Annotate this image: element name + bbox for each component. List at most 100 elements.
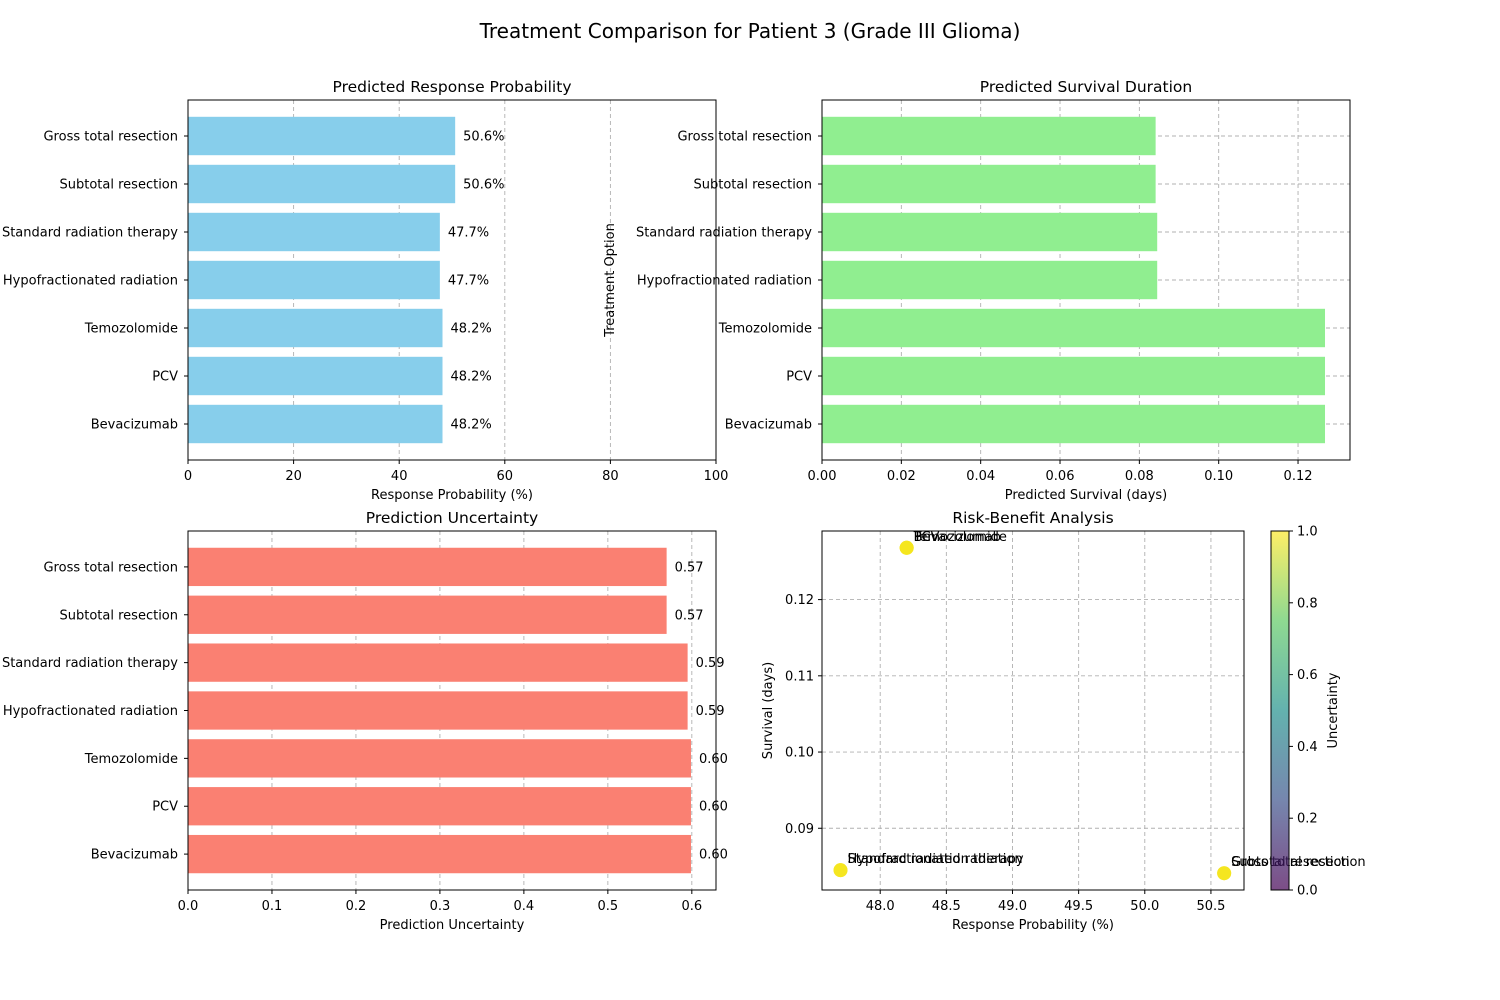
point-label: Hypofractionated radiation [848,852,1023,867]
y-axis-label: Treatment Option [603,223,618,338]
x-tick-label: 40 [391,469,408,484]
colorbar-label: Uncertainty [1326,672,1341,748]
scatter-point [833,863,848,878]
x-tick-label: 0.4 [514,899,535,914]
bar-value-label: 48.2% [450,322,491,337]
scatter-point [1217,866,1232,881]
colorbar-frame [1270,530,1290,891]
y-tick-label: Hypofractionated radiation [637,274,812,289]
y-tick-label: Hypofractionated radiation [3,704,178,719]
x-tick-label: 100 [704,469,729,484]
bar [188,834,691,874]
bar-value-label: 48.2% [450,370,491,385]
point-label: PCV [914,530,940,545]
chart-title: Predicted Survival Duration [980,78,1192,96]
y-tick-label: Hypofractionated radiation [3,274,178,289]
bar-value-label: 0.60 [699,800,728,815]
point-label: Gross total resection [1231,855,1366,870]
bar [188,260,440,300]
bar [822,164,1156,204]
uncertainty-colorbar: 0.0 0.2 0.4 0.6 0.8 1.0 Uncertainty [1270,525,1341,899]
bar-value-label: 0.59 [696,656,725,671]
colorbar-tick-label: 0.2 [1297,812,1318,827]
bar [188,643,688,682]
bar-value-label: 47.7% [448,274,489,289]
x-tick-label: 20 [285,469,302,484]
bar-value-label: 50.6% [463,178,504,193]
y-tick-label: Gross total resection [43,130,178,145]
bar-value-label: 0.60 [699,752,728,767]
bar [822,260,1158,300]
point-label: Temozolomide [913,530,1007,545]
y-tick-label: Gross total resection [43,560,178,575]
y-axis-label: Survival (days) [761,662,776,759]
y-tick-label: 0.11 [785,669,814,684]
bar [188,308,443,348]
y-tick-label: Bevacizumab [91,848,178,863]
response-probability-chart: 50.6% 50.6% 47.7% 47.7% 48.2% 48.2% 48.2% Gross… [2,78,728,503]
bar [188,787,691,826]
y-tick-label: Subtotal resection [694,178,812,193]
x-tick-label: 0.08 [1125,469,1154,484]
bar [188,356,443,396]
y-tick-label: Temozolomide [718,322,812,337]
x-axis-label: Response Probability (%) [952,918,1114,933]
x-axis-label: Prediction Uncertainty [380,918,525,933]
prediction-uncertainty-chart: 0.57 0.57 0.59 0.59 0.60 0.60 0.60 Gross total … [2,509,728,933]
bar [188,595,667,634]
bar [822,116,1156,156]
point-label: Standard radiation therapy [848,852,1024,867]
bar-value-label: 50.6% [463,130,504,145]
y-tick-label: 0.09 [785,822,814,837]
y-tick-label: PCV [152,370,178,385]
x-axis-label: Predicted Survival (days) [1005,488,1168,503]
survival-duration-chart: Gross total resection Subtotal resection S… [636,78,1351,503]
chart-title: Prediction Uncertainty [366,509,538,527]
y-tick-label: Gross total resection [677,130,812,145]
x-tick-label: 60 [497,469,514,484]
x-tick-label: 80 [602,469,619,484]
colorbar-tick-label: 0.4 [1297,740,1318,755]
bar [822,212,1158,252]
x-tick-label: 0.3 [430,899,451,914]
y-tick-label: 0.12 [785,593,814,608]
bar-value-label: 48.2% [450,418,491,433]
bar [822,308,1326,348]
y-tick-label: PCV [152,800,178,815]
bar-value-label: 0.57 [675,608,704,623]
colorbar-gradient [1271,531,1289,890]
x-tick-label: 48.5 [932,899,961,914]
x-tick-label: 0.02 [887,469,916,484]
y-tick-label: Bevacizumab [725,418,812,433]
plot-frame [821,530,1245,891]
bar [188,547,667,587]
y-tick-label: 0.10 [785,746,814,761]
x-tick-label: 0.1 [262,899,283,914]
scatter-point [899,540,914,555]
bar [188,739,691,778]
point-label: Bevacizumab [914,530,1001,545]
colorbar-tick-label: 1.0 [1297,525,1318,540]
x-tick-label: 0.2 [346,899,367,914]
x-tick-label: 49.5 [1064,899,1093,914]
bar-value-label: 47.7% [448,226,489,241]
y-tick-label: Temozolomide [84,752,178,767]
colorbar-tick-label: 0.8 [1297,596,1318,611]
bar [822,404,1326,444]
x-tick-label: 0 [184,469,192,484]
x-tick-label: 0.00 [808,469,837,484]
chart-title: Predicted Response Probability [333,78,572,96]
x-tick-label: 0.6 [681,899,702,914]
bar-value-label: 0.57 [675,560,704,575]
y-tick-label: PCV [786,370,812,385]
point-label: Subtotal resection [1231,855,1349,870]
bar [822,356,1326,396]
x-tick-label: 0.12 [1284,469,1313,484]
x-tick-label: 0.0 [178,899,199,914]
x-tick-label: 0.06 [1046,469,1075,484]
y-tick-label: Temozolomide [84,322,178,337]
y-tick-label: Bevacizumab [91,418,178,433]
y-tick-label: Standard radiation therapy [2,226,178,241]
colorbar-tick-label: 0.6 [1297,668,1318,683]
